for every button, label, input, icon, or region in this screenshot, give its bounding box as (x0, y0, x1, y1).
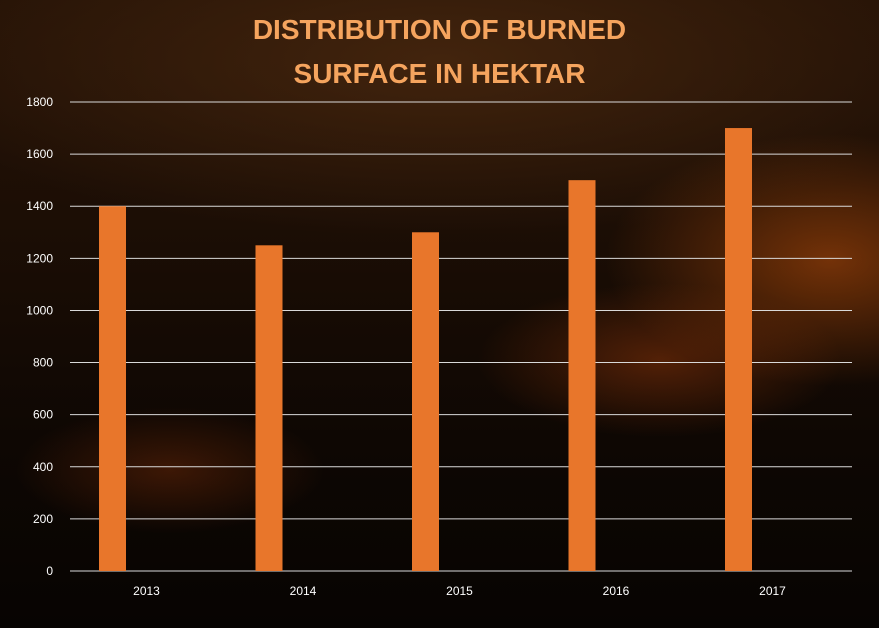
y-tick-label: 1400 (26, 199, 53, 213)
y-tick-label: 200 (33, 512, 53, 526)
bar-2014 (255, 245, 283, 572)
x-tick-label: 2017 (759, 584, 786, 598)
bar-2013 (99, 206, 126, 571)
y-tick-label: 400 (33, 460, 53, 474)
x-tick-label: 2013 (133, 584, 160, 598)
chart-title-line-2: SURFACE IN HEKTAR (293, 58, 586, 89)
y-tick-label: 0 (46, 564, 53, 578)
x-tick-label: 2014 (290, 584, 317, 598)
gridlines (70, 101, 852, 572)
bar-2015 (412, 232, 439, 571)
y-tick-label: 800 (33, 356, 53, 370)
bars (99, 128, 752, 572)
y-tick-label: 1800 (26, 95, 53, 109)
y-tick-label: 1000 (26, 303, 53, 317)
y-axis-tick-labels: 0 200 400 600 800 1000 1200 1400 1600 1800 (26, 95, 53, 578)
x-tick-label: 2016 (603, 584, 630, 598)
bar-2016 (568, 180, 596, 571)
chart-title-line-1: DISTRIBUTION OF BURNED (252, 14, 627, 45)
y-tick-label: 1200 (26, 251, 53, 265)
chart-title: DISTRIBUTION OF BURNED SURFACE IN HEKTAR (0, 8, 879, 96)
y-tick-label: 1600 (26, 147, 53, 161)
bar-2017 (725, 128, 752, 572)
x-axis-tick-labels: 2013 2014 2015 2016 2017 (133, 584, 786, 598)
x-tick-label: 2015 (446, 584, 473, 598)
y-tick-label: 600 (33, 408, 53, 422)
